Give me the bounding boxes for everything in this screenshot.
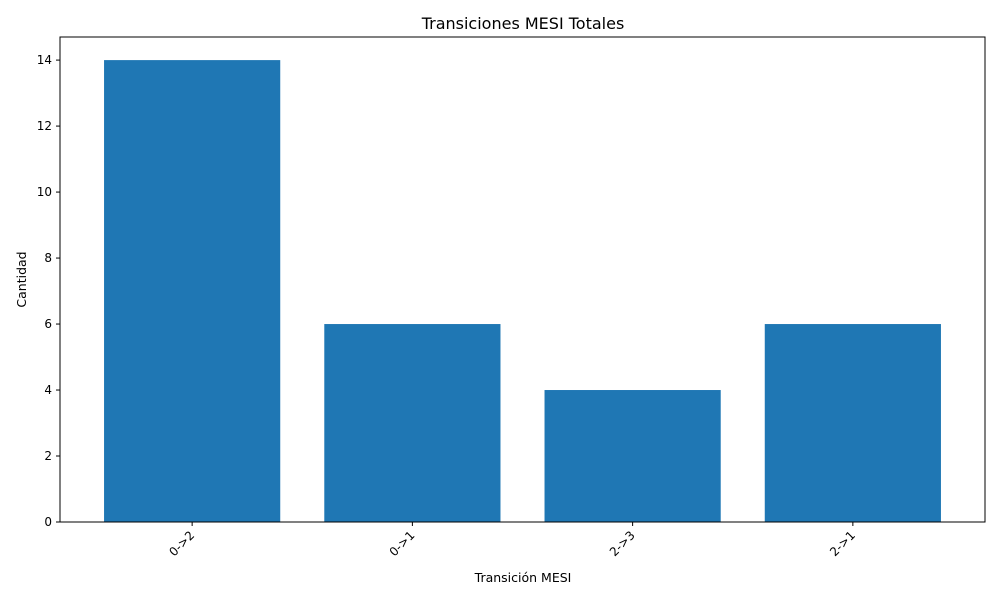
y-tick-label: 10 bbox=[37, 185, 52, 199]
x-axis-label: Transición MESI bbox=[474, 570, 572, 585]
plot-area-frame bbox=[59, 36, 986, 523]
y-axis-label: Cantidad bbox=[14, 251, 29, 307]
y-tick-label: 8 bbox=[44, 251, 52, 265]
x-axis: 0->2 0->1 2->3 2->1 bbox=[166, 522, 858, 559]
y-tick-label: 14 bbox=[37, 53, 52, 67]
chart-title: Transiciones MESI Totales bbox=[421, 14, 625, 33]
bar-2->1 bbox=[764, 324, 941, 522]
bar-0->2 bbox=[104, 60, 281, 522]
y-tick-label: 12 bbox=[37, 119, 52, 133]
y-tick-label: 6 bbox=[44, 317, 52, 331]
y-axis: 0 2 4 6 8 10 12 14 bbox=[37, 53, 60, 529]
x-tick-label: 0->2 bbox=[166, 528, 197, 559]
x-tick-label: 0->1 bbox=[387, 528, 418, 559]
y-tick-label: 4 bbox=[44, 383, 52, 397]
bars-layer bbox=[104, 60, 941, 522]
y-tick-label: 2 bbox=[44, 449, 52, 463]
bar-2->3 bbox=[544, 390, 721, 522]
x-tick-label: 2->1 bbox=[827, 528, 858, 559]
bar-0->1 bbox=[324, 324, 501, 522]
y-tick-label: 0 bbox=[44, 515, 52, 529]
x-tick-label: 2->3 bbox=[607, 528, 638, 559]
